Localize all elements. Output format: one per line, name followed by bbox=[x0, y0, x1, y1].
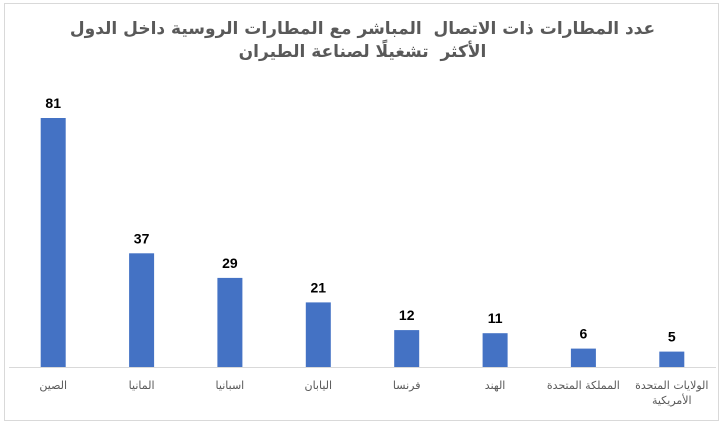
bar-value-label-0: 81 bbox=[45, 95, 61, 111]
category-label-4: فرنسا bbox=[393, 379, 421, 392]
chart-title-line-2: الأكثر تشغيلًا لصناعة الطيران bbox=[238, 42, 487, 62]
bar-value-label-1: 37 bbox=[134, 230, 150, 246]
bar-0 bbox=[40, 118, 66, 367]
category-label-7: الولايات المتحدة الأمريكية bbox=[635, 379, 708, 407]
bar-value-label-2: 29 bbox=[222, 255, 238, 271]
bar-7 bbox=[659, 351, 685, 367]
bar-1 bbox=[129, 253, 155, 367]
bar-3 bbox=[305, 302, 331, 367]
bar-4 bbox=[394, 330, 420, 367]
category-label-2: اسبانيا bbox=[216, 379, 245, 392]
category-label-0: الصين bbox=[39, 379, 67, 392]
bar-5 bbox=[482, 333, 508, 367]
chart-frame: عدد المطارات ذات الاتصال المباشر مع المط… bbox=[4, 3, 719, 421]
bar-6 bbox=[570, 348, 596, 367]
bar-chart-plot: 81 الصين 37 المانيا 29 اسبانيا 21 اليابان 12 فرنس… bbox=[9, 95, 716, 407]
bar-value-label-5: 11 bbox=[488, 310, 503, 326]
chart-title-line-1: عدد المطارات ذات الاتصال المباشر مع المط… bbox=[69, 19, 656, 39]
chart-title: عدد المطارات ذات الاتصال المباشر مع المط… bbox=[5, 18, 720, 64]
category-label-1: المانيا bbox=[129, 379, 155, 392]
bar-value-label-7: 5 bbox=[668, 329, 676, 345]
category-label-5: الهند bbox=[485, 379, 506, 392]
bar-2 bbox=[217, 277, 243, 367]
bar-value-label-3: 21 bbox=[311, 279, 327, 295]
bar-value-label-4: 12 bbox=[399, 307, 415, 323]
category-label-6: المملكة المتحدة bbox=[547, 379, 620, 392]
category-label-3: اليابان bbox=[305, 379, 333, 392]
bar-value-label-6: 6 bbox=[580, 326, 588, 342]
